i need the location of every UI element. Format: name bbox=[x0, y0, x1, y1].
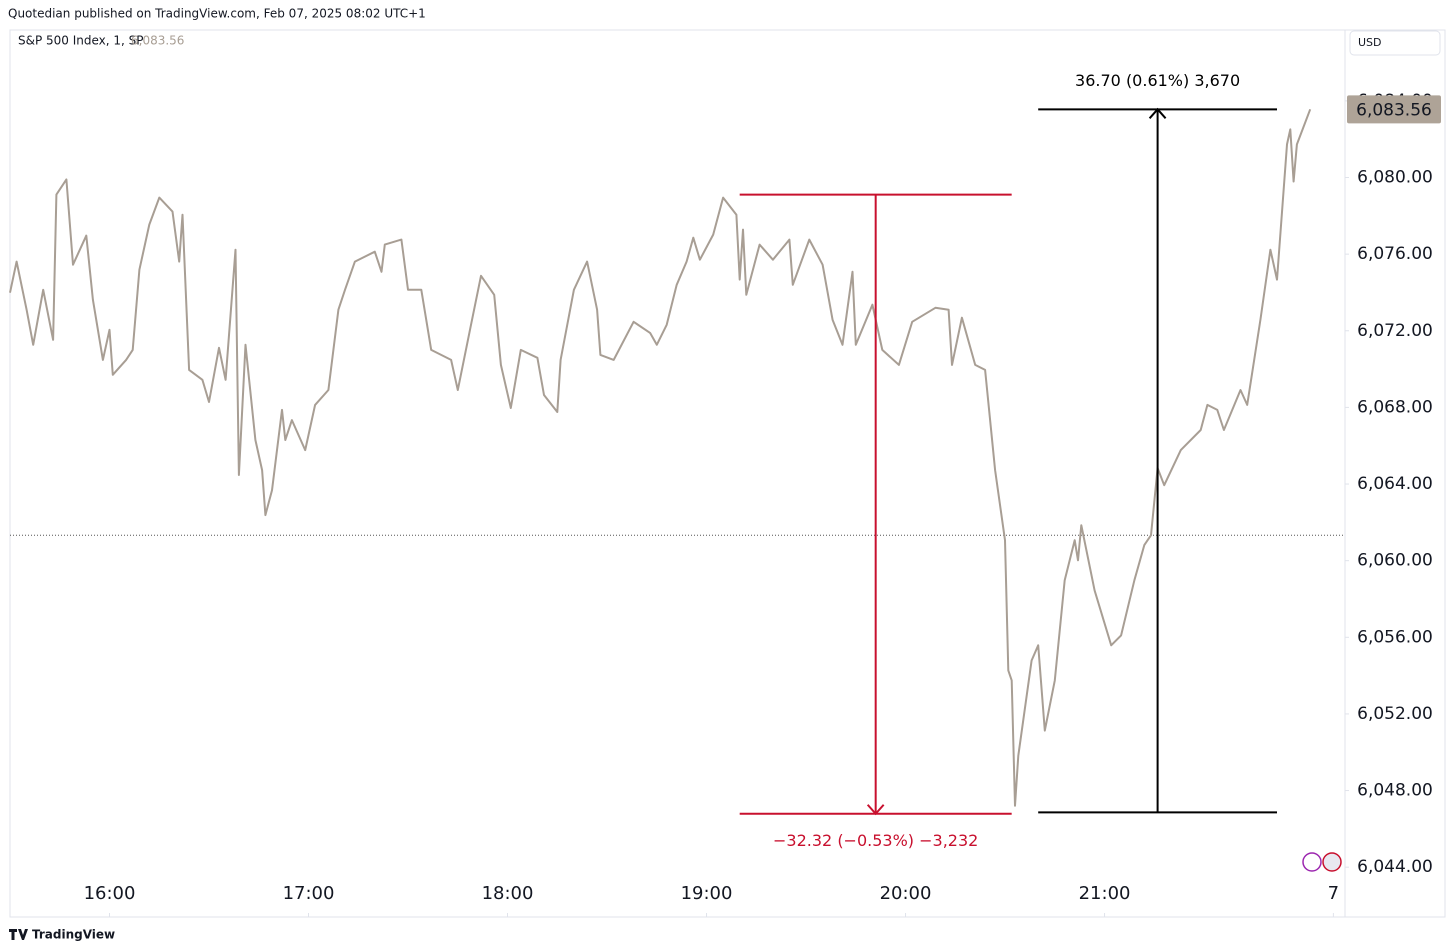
x-tick-label: 18:00 bbox=[482, 883, 534, 904]
y-tick-label: 6,060.00 bbox=[1357, 551, 1433, 571]
x-tick-label: 17:00 bbox=[283, 883, 335, 904]
price-line bbox=[9, 108, 1312, 807]
y-tick-label: 6,064.00 bbox=[1357, 474, 1433, 494]
measure-label: 36.70 (0.61%) 3,670 bbox=[1075, 71, 1240, 90]
measure-label: −32.32 (−0.53%) −3,232 bbox=[773, 831, 978, 850]
x-tick-label: 16:00 bbox=[84, 883, 136, 904]
x-tick-label: 19:00 bbox=[681, 883, 733, 904]
chart-frame bbox=[9, 29, 1446, 918]
last-price-tag bbox=[1347, 95, 1441, 124]
x-tick-label: 21:00 bbox=[1079, 883, 1131, 904]
footer-logo bbox=[9, 929, 28, 940]
measure-arrow bbox=[866, 804, 885, 816]
y-tick-label: 6,076.00 bbox=[1357, 244, 1433, 264]
footer: TradingView bbox=[32, 928, 115, 942]
chart-title: S&P 500 Index, 1, SP bbox=[18, 34, 144, 48]
y-tick-label: 6,052.00 bbox=[1357, 704, 1433, 724]
flag-icon[interactable] bbox=[1322, 852, 1342, 872]
y-tick-label: 6,048.00 bbox=[1357, 781, 1433, 801]
x-tick-label: 20:00 bbox=[880, 883, 932, 904]
currency-box[interactable] bbox=[1349, 30, 1441, 56]
x-tick-label: 7 bbox=[1328, 883, 1339, 904]
event-icon[interactable] bbox=[1302, 852, 1322, 872]
measure-arrow bbox=[1148, 107, 1167, 119]
y-tick-label: 6,068.00 bbox=[1357, 397, 1433, 417]
legend-value: 6,083.56 bbox=[131, 34, 184, 48]
y-tick-label: 6,056.00 bbox=[1357, 627, 1433, 647]
y-tick-label: 6,080.00 bbox=[1357, 168, 1433, 188]
last-price-label: 6,083.56 bbox=[1356, 100, 1432, 120]
y-tick-label: 6,072.00 bbox=[1357, 321, 1433, 341]
header: Quotedian published on TradingView.com, … bbox=[8, 7, 426, 21]
currency[interactable]: USD bbox=[1358, 36, 1382, 49]
y-tick-label: 6,044.00 bbox=[1357, 857, 1433, 877]
